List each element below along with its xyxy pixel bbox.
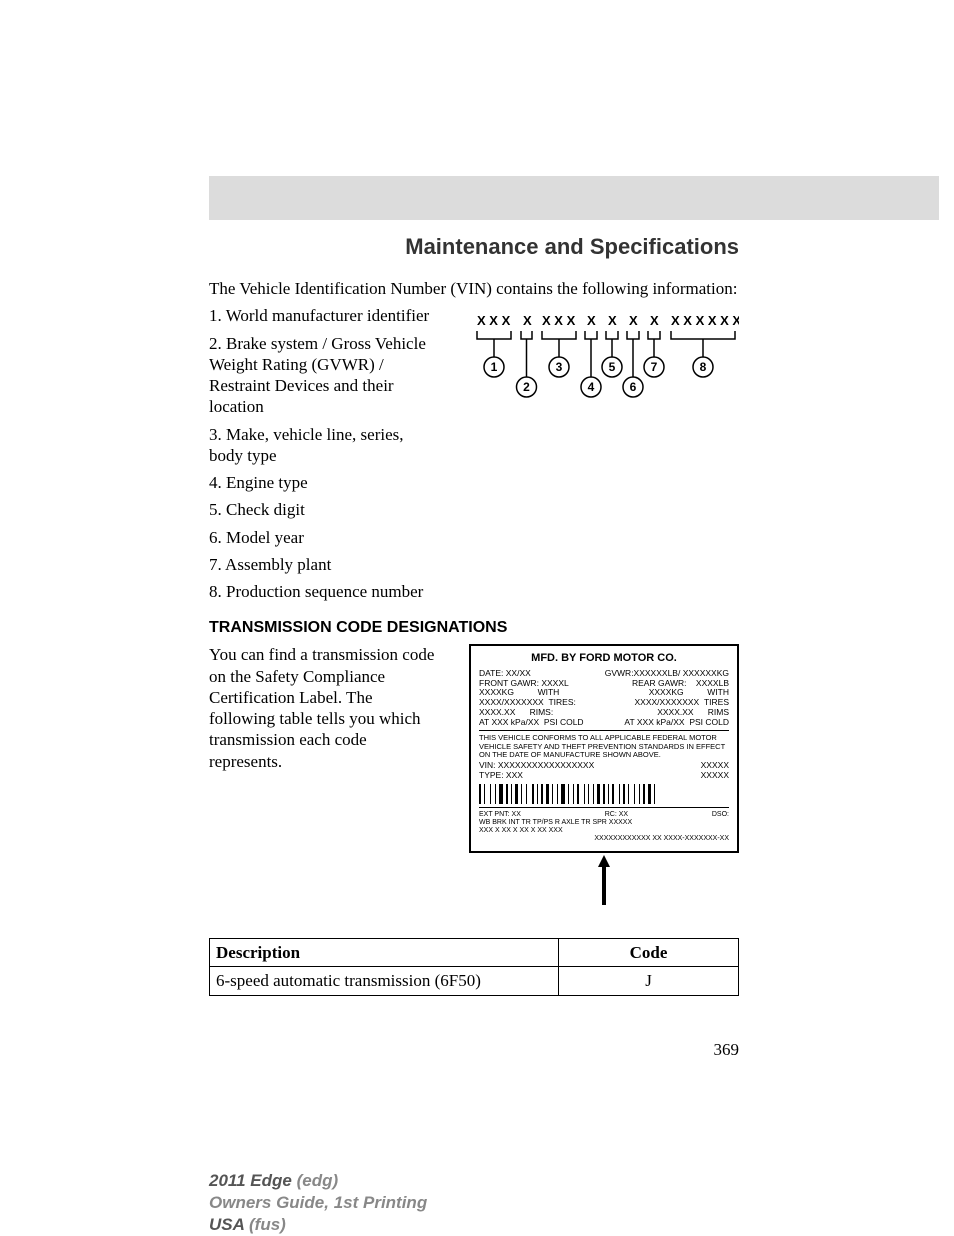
label-bottom-vals: XXX X XX X XX X XX XXX [479,827,729,835]
label-vin-right2: XXXXX [701,771,729,781]
vin-item-4: 4. Engine type [209,472,441,493]
vin-item-7: 7. Assembly plant [209,554,441,575]
label-dso: DSO: [712,811,729,819]
svg-text:1: 1 [491,360,498,374]
page-number: 369 [0,1040,739,1060]
footer-model-code: (edg) [297,1171,339,1190]
label-bottom-right: XXXXXXXXXXXX XX XXXX-XXXXXXX-XX [479,835,729,843]
label-ext-pnt: EXT PNT: XX [479,811,521,819]
svg-text:8: 8 [700,360,707,374]
vin-item-2: 2. Brake system / Gross Vehicle Weight R… [209,333,441,418]
cell-code: J [559,967,739,995]
transmission-text-col: You can find a transmission code on the … [209,644,441,772]
label-bottom-labels: WB BRK INT TR TP/PS R AXLE TR SPR XXXXX [479,819,729,827]
svg-text:4: 4 [588,380,595,394]
table-header-row: Description Code [210,939,739,967]
transmission-paragraph: You can find a transmission code on the … [209,644,441,772]
arrow-pointer [469,855,739,910]
svg-text:7: 7 [651,360,658,374]
svg-text:3: 3 [556,360,563,374]
col-code: Code [559,939,739,967]
label-at-r: AT XXX kPa/XX PSI COLD [624,718,729,728]
svg-text:X: X [587,313,596,328]
svg-text:X X X: X X X [542,313,576,328]
vin-list: 1. World manufacturer identifier 2. Brak… [209,305,441,608]
label-title: MFD. BY FORD MOTOR CO. [479,652,729,665]
transmission-two-column: You can find a transmission code on the … [209,644,739,910]
footer: 2011 Edge (edg) Owners Guide, 1st Printi… [209,1170,954,1236]
col-description: Description [210,939,559,967]
svg-text:5: 5 [609,360,616,374]
section-title: Maintenance and Specifications [0,234,739,260]
label-type: TYPE: XXX [479,771,523,781]
transmission-subheading: TRANSMISSION CODE DESIGNATIONS [209,618,739,638]
compliance-label: MFD. BY FORD MOTOR CO. DATE: XX/XX GVWR:… [469,644,739,853]
header-bar [209,176,939,220]
label-rc: RC: XX [605,811,628,819]
vin-item-1: 1. World manufacturer identifier [209,305,441,326]
table-row: 6-speed automatic transmission (6F50) J [210,967,739,995]
svg-text:X: X [650,313,659,328]
footer-model: 2011 Edge [209,1171,297,1190]
vin-item-3: 3. Make, vehicle line, series, body type [209,424,441,467]
svg-text:X X X: X X X [477,313,511,328]
transmission-code-table: Description Code 6-speed automatic trans… [209,938,739,996]
label-at-l: AT XXX kPa/XX PSI COLD [479,718,584,728]
compliance-label-col: MFD. BY FORD MOTOR CO. DATE: XX/XX GVWR:… [469,644,739,910]
svg-text:X: X [608,313,617,328]
vin-diagram: X X X X X X X X X X X X X X X X X [469,305,739,415]
svg-text:X: X [629,313,638,328]
vin-item-5: 5. Check digit [209,499,441,520]
content-area: The Vehicle Identification Number (VIN) … [209,278,739,996]
footer-region-code: (fus) [249,1215,286,1234]
vin-item-6: 6. Model year [209,527,441,548]
svg-text:2: 2 [523,380,530,394]
footer-guide: Owners Guide, 1st Printing [209,1192,954,1214]
svg-text:6: 6 [630,380,637,394]
vin-item-8: 8. Production sequence number [209,581,441,602]
vin-two-column: 1. World manufacturer identifier 2. Brak… [209,305,739,608]
label-conformance: THIS VEHICLE CONFORMS TO ALL APPLICABLE … [479,734,729,759]
intro-paragraph: The Vehicle Identification Number (VIN) … [209,278,739,299]
vin-diagram-col: X X X X X X X X X X X X X X X X X [469,305,739,420]
cell-description: 6-speed automatic transmission (6F50) [210,967,559,995]
svg-text:X: X [523,313,532,328]
label-barcode [479,784,729,804]
svg-text:X X X X X X: X X X X X X [671,313,739,328]
footer-region: USA [209,1215,249,1234]
page: Maintenance and Specifications The Vehic… [0,176,954,1236]
